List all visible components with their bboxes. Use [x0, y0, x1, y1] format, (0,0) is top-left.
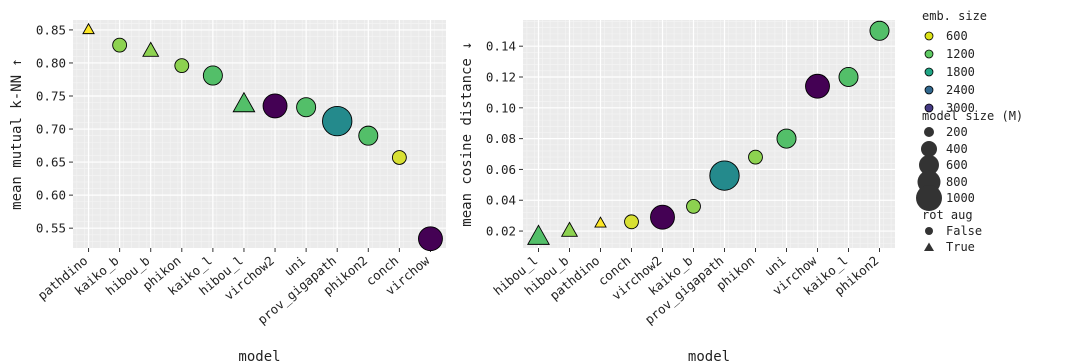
legend-size-label-800: 800	[946, 175, 968, 189]
legend-title-model-size: model size (M)	[922, 109, 1023, 123]
left-y-tick-label: 0.60	[36, 188, 66, 203]
left-point-prov_gigapath	[322, 105, 353, 137]
right-y-tick-label: 0.12	[486, 70, 516, 85]
right-point-phikon	[748, 149, 763, 165]
legend-emb-swatch-1200	[924, 49, 934, 59]
right-point-pathdino	[594, 216, 607, 228]
left-y-axis-title: mean mutual k-NN ↑	[9, 58, 25, 210]
legend-emb-swatch-3000	[924, 103, 934, 113]
legend-size-marker-400	[921, 141, 937, 157]
legend-emb-swatch-1800	[924, 67, 934, 77]
legend-title-emb-size: emb. size	[922, 9, 987, 23]
left-point-hibou_l	[232, 91, 256, 113]
left-panel: 0.550.600.650.700.750.800.85pathdinokaik…	[9, 20, 446, 364]
left-y-tick-label: 0.80	[36, 55, 66, 70]
right-y-tick-label: 0.04	[486, 193, 516, 208]
right-y-tick-label: 0.02	[486, 224, 516, 239]
right-y-tick-label: 0.14	[486, 39, 516, 54]
left-y-tick-label: 0.85	[36, 22, 66, 37]
right-point-virchow2	[650, 204, 675, 230]
left-point-conch	[391, 150, 407, 165]
left-point-phikon	[174, 58, 190, 73]
right-y-axis-title: mean cosine distance ↓	[459, 41, 475, 226]
legend-title-rot-aug: rot aug	[922, 208, 973, 222]
right-point-prov_gigapath	[709, 160, 740, 191]
left-point-uni	[296, 97, 317, 118]
right-point-kaiko_l	[838, 67, 859, 87]
legend-size-label-200: 200	[946, 125, 968, 139]
right-x-axis-title: model	[688, 349, 730, 364]
legend-size-marker-600	[919, 155, 939, 175]
legend-rot-marker-true	[924, 242, 934, 251]
legend-emb-label-2400: 2400	[946, 83, 975, 97]
left-y-tick-label: 0.65	[36, 155, 66, 170]
legend-size-label-400: 400	[946, 142, 968, 156]
left-point-kaiko_l	[202, 65, 223, 86]
legend-rot-label-true: True	[946, 240, 975, 254]
left-y-tick-label: 0.70	[36, 122, 66, 137]
legend-emb-label-1200: 1200	[946, 47, 975, 61]
legend-emb-label-600: 600	[946, 29, 968, 43]
right-y-tick-label: 0.10	[486, 100, 516, 115]
right-point-conch	[624, 214, 639, 230]
right-point-hibou_l	[527, 224, 550, 245]
legend-rot-marker-false	[925, 227, 933, 235]
left-x-axis-title: model	[238, 349, 280, 364]
legend-emb-swatch-600	[924, 31, 934, 41]
legend-size-marker-200	[924, 127, 934, 137]
legend-size-marker-1000	[916, 185, 942, 211]
left-point-kaiko_b	[112, 37, 128, 53]
left-point-hibou_b	[142, 41, 160, 57]
right-point-kaiko_b	[686, 199, 701, 214]
legend-emb-swatch-2400	[924, 85, 934, 95]
right-y-tick-label: 0.08	[486, 131, 516, 146]
right-y-tick-label: 0.06	[486, 162, 516, 177]
left-y-tick-label: 0.75	[36, 89, 66, 104]
right-point-virchow	[805, 73, 830, 99]
legend-size-label-1000: 1000	[946, 191, 975, 205]
right-panel-background	[523, 20, 895, 248]
left-y-tick-label: 0.55	[36, 221, 66, 236]
left-point-virchow	[418, 226, 443, 252]
legend-emb-label-1800: 1800	[946, 65, 975, 79]
legend-rot-label-false: False	[946, 224, 982, 238]
left-panel-background	[73, 20, 446, 248]
legend-size-label-600: 600	[946, 158, 968, 172]
right-point-phikon2	[869, 20, 890, 41]
left-point-virchow2	[262, 93, 288, 119]
left-point-phikon2	[358, 125, 379, 146]
right-panel: 0.020.040.060.080.100.120.14hibou_lhibou…	[459, 20, 895, 364]
legend-emb-label-3000: 3000	[946, 101, 975, 115]
right-point-uni	[776, 128, 797, 149]
legend: emb. size 600 1200 1800 2400 3000 model …	[916, 9, 1023, 254]
left-point-pathdino	[82, 22, 95, 35]
right-point-hibou_b	[560, 221, 579, 237]
